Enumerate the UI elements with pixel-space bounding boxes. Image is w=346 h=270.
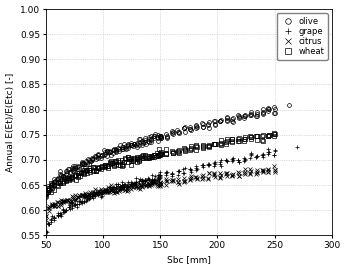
olive <box>44 195 48 199</box>
citrus <box>272 164 276 168</box>
citrus <box>70 195 74 198</box>
citrus <box>102 189 106 193</box>
grape <box>44 230 48 233</box>
grape <box>272 153 276 156</box>
Line: wheat: wheat <box>44 131 277 198</box>
olive <box>159 136 163 139</box>
Y-axis label: Annual E(Et)/E(Etc) [-]: Annual E(Et)/E(Etc) [-] <box>6 73 15 172</box>
olive <box>249 110 253 114</box>
citrus <box>50 202 54 205</box>
Line: grape: grape <box>43 147 278 235</box>
wheat <box>43 194 47 197</box>
grape <box>56 213 60 216</box>
citrus <box>248 171 252 174</box>
olive <box>56 178 60 182</box>
Line: olive: olive <box>43 105 277 199</box>
Line: citrus: citrus <box>43 164 277 222</box>
olive <box>49 183 54 187</box>
olive <box>273 112 277 115</box>
grape <box>43 231 47 234</box>
wheat <box>49 190 53 193</box>
grape <box>266 148 270 151</box>
wheat <box>272 134 276 137</box>
wheat <box>103 164 107 167</box>
wheat <box>56 181 60 184</box>
grape <box>158 174 162 177</box>
grape <box>102 190 106 193</box>
olive <box>103 152 107 155</box>
citrus <box>158 182 163 185</box>
citrus <box>273 168 277 172</box>
citrus <box>44 214 48 217</box>
citrus <box>44 219 48 222</box>
wheat <box>248 134 252 137</box>
grape <box>49 219 53 222</box>
wheat <box>272 131 276 135</box>
olive <box>71 165 75 168</box>
grape <box>248 152 253 156</box>
wheat <box>70 177 74 180</box>
wheat <box>157 153 162 156</box>
citrus <box>56 205 61 208</box>
X-axis label: Sbc [mm]: Sbc [mm] <box>167 255 211 264</box>
olive <box>272 106 276 109</box>
Legend: olive, grape, citrus, wheat: olive, grape, citrus, wheat <box>277 13 328 60</box>
grape <box>70 206 74 210</box>
